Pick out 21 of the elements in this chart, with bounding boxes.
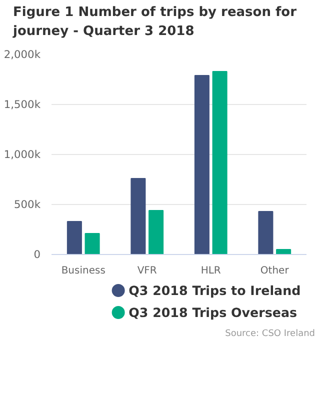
bar xyxy=(130,178,146,255)
bar xyxy=(148,210,164,255)
y-tick-label: 2,000k xyxy=(4,48,42,62)
x-tick-label: Other xyxy=(260,266,290,277)
y-tick-label: 0 xyxy=(34,248,41,262)
legend-label: Q3 2018 Trips Overseas xyxy=(128,305,298,320)
y-tick-label: 500k xyxy=(14,198,42,212)
y-tick-label: 1,500k xyxy=(4,98,42,112)
y-tick-label: 1,000k xyxy=(4,148,42,162)
bar xyxy=(212,71,228,255)
source-note: Source: CSO Ireland xyxy=(225,328,315,341)
bar xyxy=(194,75,210,255)
x-tick-label: VFR xyxy=(137,266,157,277)
bar xyxy=(258,211,274,255)
chart-title: Figure 1 Number of trips by reason for journey - Quarter 3 2018 xyxy=(13,4,298,41)
x-tick-label: Business xyxy=(61,266,106,277)
bar xyxy=(84,233,100,255)
bar xyxy=(66,221,82,255)
bar xyxy=(276,249,292,255)
x-tick-label: HLR xyxy=(200,266,221,277)
legend-label: Q3 2018 Trips to Ireland xyxy=(128,283,301,298)
